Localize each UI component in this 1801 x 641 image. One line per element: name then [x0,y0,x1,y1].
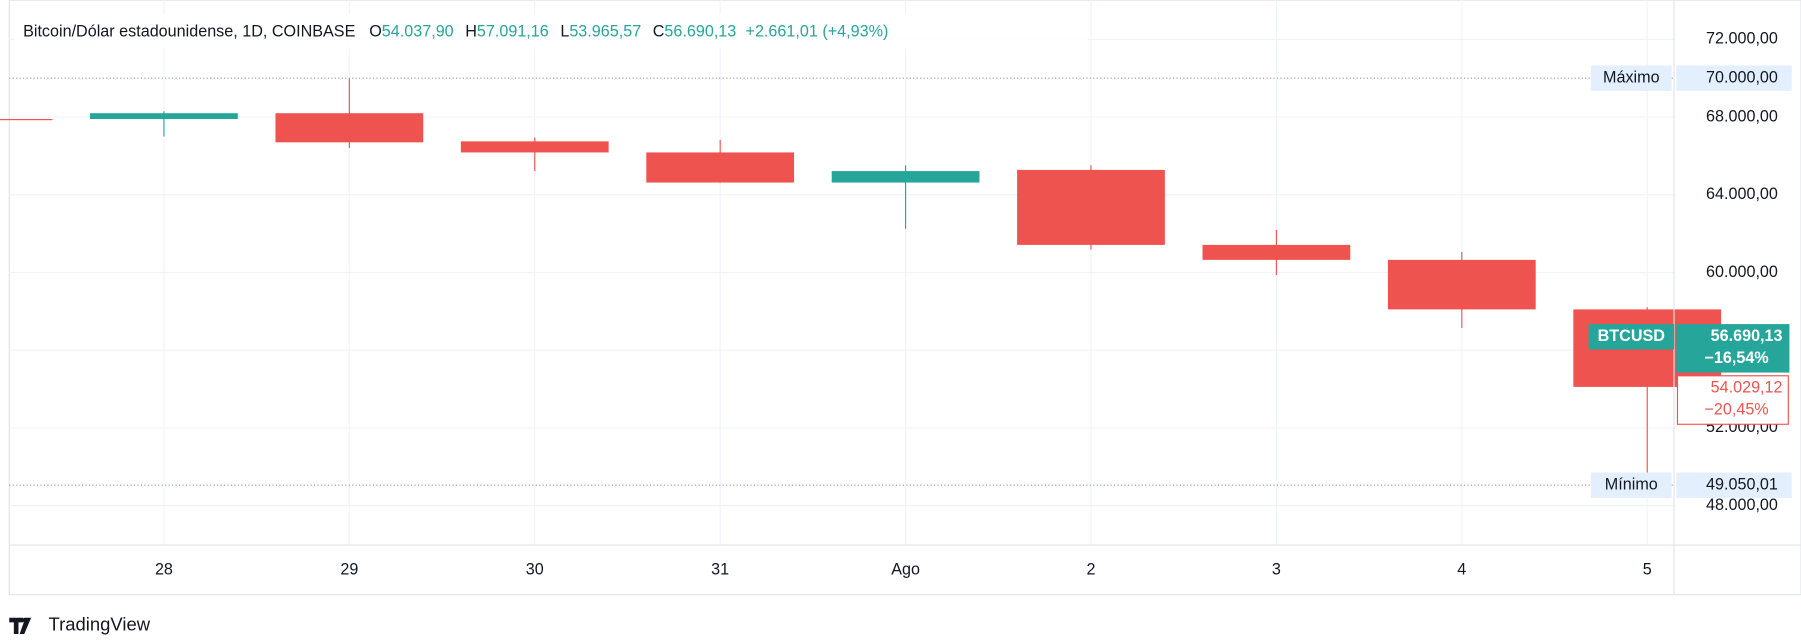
legend-value: 57.091,16 [477,23,549,41]
candle-body [1017,169,1165,245]
y-tick-label: 60.000,00 [1706,263,1778,281]
x-tick-label: 5 [1643,561,1652,579]
logo: TradingView [9,614,151,635]
candle-body [275,113,424,143]
price-label-bg [1676,375,1789,425]
legend-key: L [560,23,569,41]
x-tick-label: 28 [155,561,173,579]
marker-tag-bg [1590,472,1672,498]
x-tick-label: 30 [526,561,544,579]
price-label-bg [1676,324,1790,373]
y-tick-label: 64.000,00 [1706,185,1778,203]
y-tick-label: 48.000,00 [1706,496,1778,514]
legend-value: 54.037,90 [382,23,454,41]
candle-body [0,119,53,121]
candle-body [1202,244,1351,260]
x-tick-label: 31 [711,561,729,579]
overlay: 28 29 30 31 Ago 2 3 4 5 Máximo 70.000,00 Mínimo 49.0… [9,65,1792,579]
marker-tag-bg [1590,65,1672,91]
logo-dot [22,617,28,623]
marker-value: 70.000,00 [1706,68,1778,86]
price-change: −20,45% [1704,401,1768,419]
marker-value-bg [1676,472,1792,498]
brand: TradingView [48,614,150,635]
marker-value: 49.050,01 [1706,475,1778,493]
candle-body [90,113,238,120]
candle-body [831,171,980,183]
marker-value-bg [1676,65,1792,91]
marker-tag: Máximo [1603,68,1660,86]
x-tick-label: 4 [1457,561,1466,579]
legend-change: +2.661,01 (+4,93%) [746,23,889,41]
legend-bg [13,13,1088,49]
price-value: 54.029,12 [1711,379,1783,397]
x-tick-label: Ago [891,561,920,579]
logo-icon [9,617,32,634]
legend-key: H [465,23,477,41]
marker-tag: Mínimo [1605,475,1658,493]
x-tick-label: 2 [1086,561,1095,579]
x-tick-label: 3 [1272,561,1281,579]
price-value: 56.690,13 [1711,327,1783,345]
candle-body [460,141,609,153]
price-change: −16,54% [1704,349,1768,367]
legend-title: Bitcoin/Dólar estadounidense, 1D, COINBA… [23,23,355,41]
legend-value: 56.690,13 [664,23,736,41]
legend-value: 53.965,57 [569,23,641,41]
candle-body [646,152,795,183]
legend: Bitcoin/Dólar estadounidense, 1D, COINBA… [23,23,888,41]
legend-key: O [369,23,382,41]
y-tick-label: 68.000,00 [1706,107,1778,125]
legend-key: C [653,23,665,41]
symbol-tag-bg [1588,324,1675,350]
y-tick-label: 72.000,00 [1706,30,1778,48]
candle-body [1387,259,1536,310]
symbol-tag: BTCUSD [1598,327,1665,345]
x-tick-label: 29 [340,561,358,579]
